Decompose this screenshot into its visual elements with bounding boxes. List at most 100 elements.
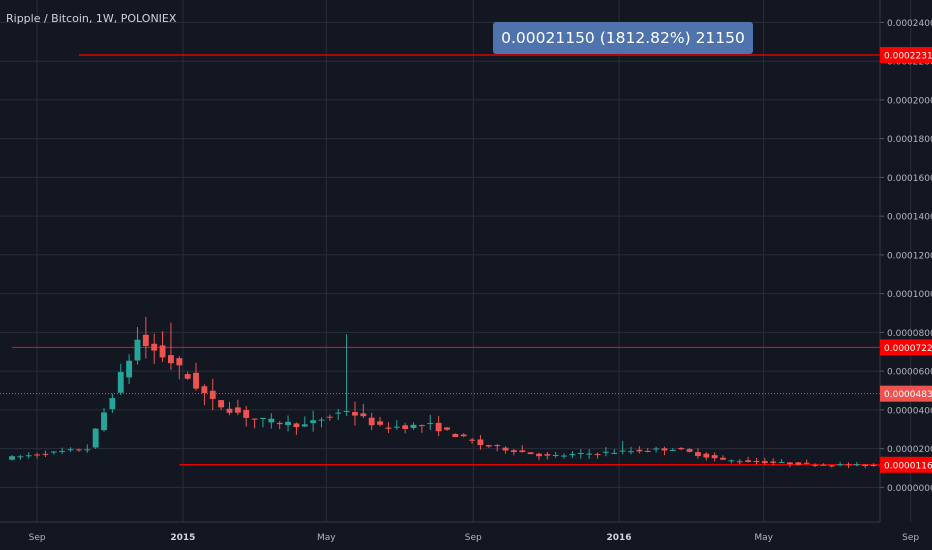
candle [126, 354, 133, 384]
candle-body [243, 410, 250, 418]
candle [594, 452, 601, 459]
candle [502, 446, 509, 454]
candle [561, 453, 568, 459]
candle [527, 452, 534, 455]
candle-body [569, 454, 576, 456]
candle-body [410, 424, 417, 429]
candle [803, 459, 810, 465]
candle [778, 459, 785, 464]
candle-body [502, 447, 509, 451]
candle [636, 446, 643, 454]
candle-body [845, 464, 852, 466]
candle [218, 400, 225, 411]
candle [352, 401, 358, 426]
candle-body [159, 345, 166, 358]
candle [17, 454, 24, 460]
candle-body [268, 418, 275, 423]
candle-body [435, 422, 442, 432]
level-price-badge-text: 0.00001167 [884, 461, 932, 471]
candle [151, 333, 158, 364]
time-tick-label: 2015 [170, 533, 195, 543]
candle-body [17, 456, 24, 458]
price-axis[interactable]: 0.000240000.000220000.000200000.00018000… [879, 0, 932, 522]
candle-body [201, 386, 208, 394]
candle [828, 465, 835, 468]
candle-body [812, 464, 818, 466]
candle-body [870, 464, 877, 466]
candle-body [828, 465, 835, 467]
candle-body [326, 416, 333, 418]
candle-body [209, 390, 216, 399]
candle-body [301, 424, 308, 427]
candle [577, 448, 584, 459]
price-tick-label: 0.00002000 [887, 445, 932, 455]
candle [393, 420, 400, 430]
level-price-badge-bg [880, 47, 932, 63]
candle-body [594, 454, 601, 456]
candle-body [561, 455, 568, 457]
candle-body [318, 419, 325, 421]
candle-body [168, 355, 174, 364]
candle [418, 424, 425, 433]
candle-body [142, 334, 149, 347]
candle-body [109, 398, 116, 410]
candle-body [101, 412, 107, 431]
candle [452, 433, 459, 438]
candle [485, 444, 492, 448]
candle [84, 444, 91, 453]
candle [326, 414, 333, 421]
candle [770, 458, 777, 466]
candle-body [611, 452, 618, 454]
candle [853, 461, 860, 467]
candle-body [226, 408, 233, 413]
candle [193, 362, 199, 391]
current-price-badge-text: 0.00004837 [884, 390, 932, 400]
candle [50, 450, 57, 455]
candle-body [134, 339, 141, 361]
candle-body [59, 450, 66, 452]
candle-body [736, 461, 743, 463]
level-price-badge: 0.00007224 [880, 339, 932, 356]
candle-body [218, 400, 225, 408]
candle-body [703, 453, 710, 458]
candle-body [628, 451, 634, 453]
candle-body [184, 374, 191, 379]
price-tick-label: 0.00010000 [887, 290, 932, 300]
candle [870, 463, 877, 467]
candle [795, 462, 802, 466]
price-tick-label: 0.00008000 [887, 329, 932, 339]
candle [402, 422, 409, 434]
candle-body [444, 427, 450, 430]
price-tick-label: 0.00006000 [887, 368, 932, 378]
candle [285, 415, 291, 432]
candle-body [720, 457, 726, 460]
candle-body [803, 462, 810, 464]
candle [619, 440, 626, 455]
candle [377, 416, 383, 427]
candle-body [92, 428, 99, 448]
candle-body [577, 453, 584, 455]
candle-body [494, 445, 501, 447]
candle-body [151, 343, 158, 351]
candle [552, 451, 559, 458]
candle [427, 414, 434, 430]
level-price-badge: 0.00022317 [880, 47, 932, 63]
price-tick-label: 0.00012000 [887, 251, 932, 261]
candle [602, 447, 609, 457]
candle [761, 457, 768, 465]
candle [845, 462, 852, 469]
candle-body [820, 464, 827, 466]
price-tick-label: 0.00020000 [887, 96, 932, 106]
candle-body [67, 449, 74, 451]
candle-body [293, 423, 300, 428]
candle-body [50, 451, 57, 453]
candle-body [536, 453, 542, 457]
candle [59, 447, 66, 455]
candle [142, 316, 149, 359]
time-axis[interactable]: Sep2015MaySep2016MaySep2017MaySep2018May… [0, 521, 932, 544]
candle [653, 446, 660, 453]
candle-body [9, 456, 15, 460]
candle [42, 450, 49, 457]
candle [301, 416, 308, 427]
